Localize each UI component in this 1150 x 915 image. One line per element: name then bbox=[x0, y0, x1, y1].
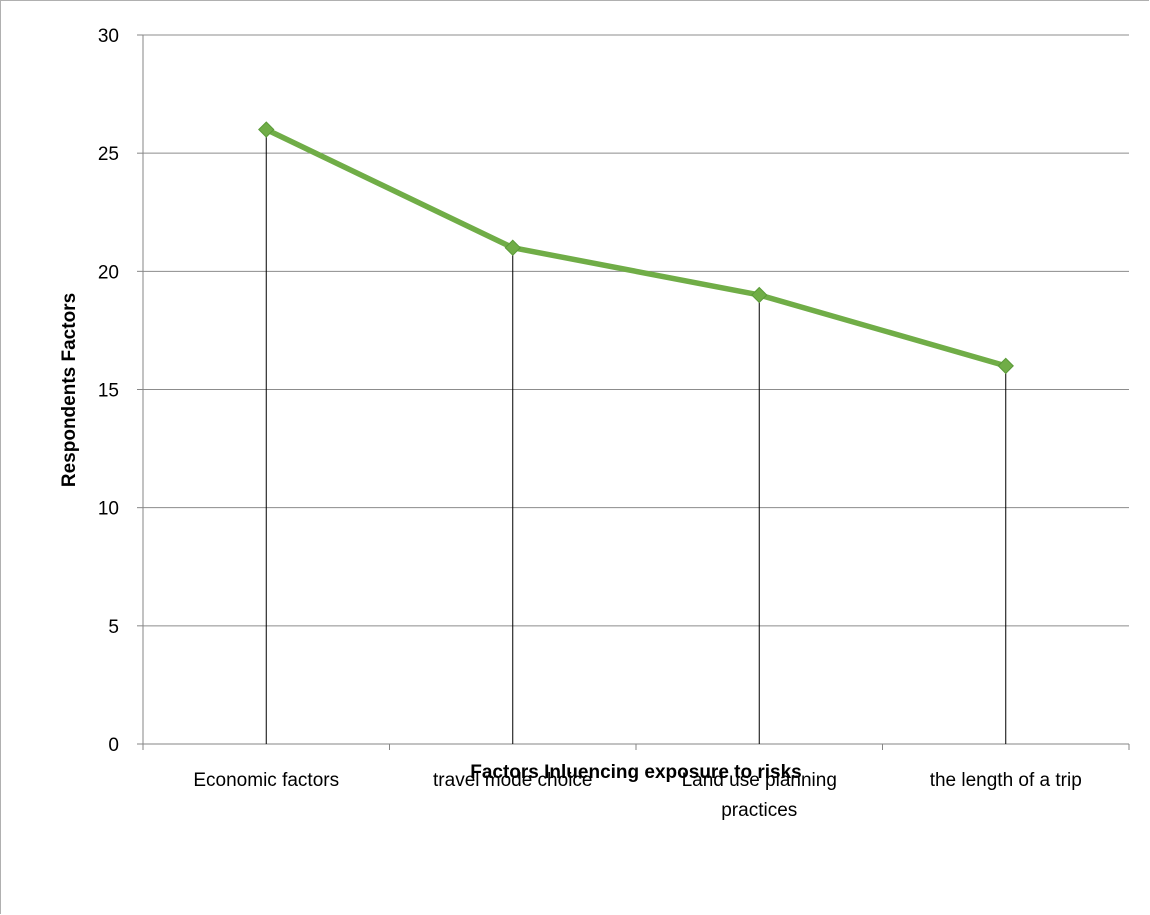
y-axis-title: Respondents Factors bbox=[59, 293, 80, 487]
data-point-marker bbox=[751, 286, 768, 304]
y-tick-label: 15 bbox=[98, 381, 119, 402]
x-axis-ticks: Economic factors travel mode choice Land u… bbox=[142, 744, 1130, 821]
x-tick-label: Land use planning bbox=[682, 770, 837, 791]
x-tick-label: the length of a trip bbox=[930, 770, 1082, 791]
y-tick-label: 5 bbox=[108, 617, 119, 638]
series-group bbox=[258, 121, 1014, 375]
data-point-marker bbox=[258, 121, 275, 138]
y-tick-label: 30 bbox=[98, 26, 119, 47]
y-axis-ticks: 0 5 10 15 20 25 30 bbox=[98, 26, 143, 756]
drop-lines bbox=[265, 129, 1007, 744]
x-tick-label: travel mode choice bbox=[433, 770, 592, 791]
y-tick-label: 0 bbox=[108, 735, 119, 756]
x-axis-title: Factors Inluencing exposure to risks bbox=[470, 762, 802, 783]
x-tick-label: practices bbox=[721, 800, 797, 821]
x-tick-label: Economic factors bbox=[193, 770, 339, 791]
y-tick-label: 25 bbox=[98, 144, 119, 165]
data-point-marker bbox=[997, 357, 1014, 375]
y-tick-label: 10 bbox=[98, 499, 119, 520]
series-line bbox=[263, 126, 1009, 369]
data-point-marker bbox=[504, 239, 521, 256]
y-tick-label: 20 bbox=[98, 262, 119, 283]
